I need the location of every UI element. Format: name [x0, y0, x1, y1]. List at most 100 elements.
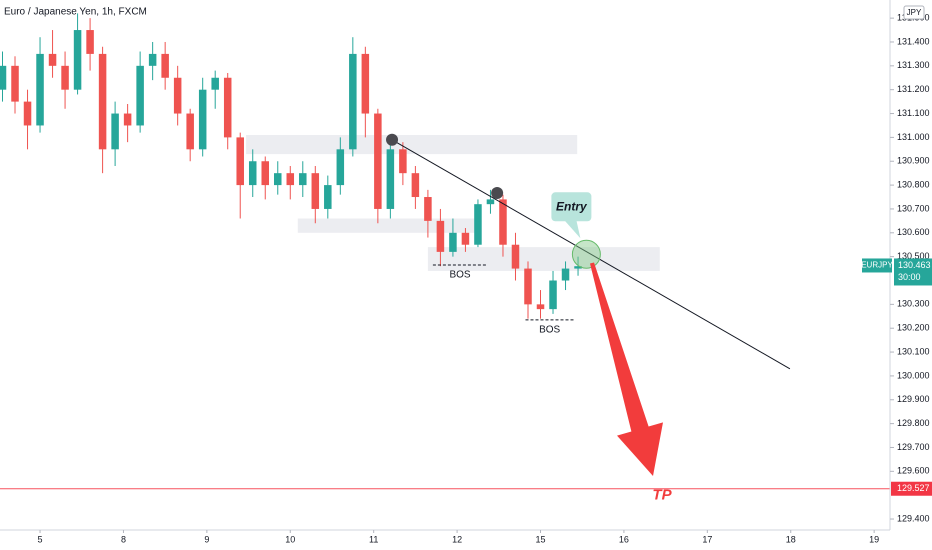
- candle-body: [536, 304, 545, 310]
- candle-body: [286, 173, 295, 186]
- candle-body: [23, 101, 32, 126]
- candle-body: [399, 149, 407, 174]
- entry-box: [551, 192, 592, 222]
- pivot-point: [386, 133, 399, 146]
- candle-body: [474, 204, 482, 245]
- candle-body: [86, 30, 94, 54]
- y-tick-label: 130.300: [897, 299, 930, 309]
- chart-title: Euro / Japanese Yen, 1h, FXCM: [4, 7, 147, 18]
- y-tick-label: 131.200: [897, 84, 930, 94]
- y-tick-label: 130.200: [897, 323, 930, 333]
- x-tick-label: 15: [535, 534, 545, 544]
- candle-body: [123, 113, 132, 126]
- symbol-label: EURJPY: [861, 261, 893, 270]
- candle-body: [248, 161, 257, 186]
- candle-body: [549, 280, 557, 310]
- y-tick-label: 130.000: [897, 370, 930, 380]
- candle-body: [324, 185, 332, 209]
- candle-body: [336, 149, 345, 186]
- y-tick-label: 129.600: [897, 466, 930, 476]
- candle-body: [561, 268, 570, 281]
- candle-body: [98, 53, 107, 150]
- bos-label: BOS: [449, 270, 470, 281]
- candle-body: [11, 65, 19, 102]
- x-tick-label: 12: [452, 534, 462, 544]
- candles: [0, 13, 582, 319]
- candle-body: [161, 53, 169, 78]
- last-price-tag: [894, 258, 932, 286]
- candle-body: [111, 113, 119, 150]
- candle-body: [211, 77, 219, 90]
- candle-body: [436, 220, 445, 252]
- candle-body: [274, 173, 282, 186]
- currency: JPY: [907, 8, 922, 17]
- y-tick-label: 129.900: [897, 394, 930, 404]
- candle-body: [524, 268, 532, 305]
- bos-label: BOS: [539, 325, 560, 336]
- candle-body: [36, 53, 44, 126]
- y-tick-label: 131.300: [897, 60, 930, 70]
- trendline: [391, 139, 791, 370]
- x-tick-label: 16: [619, 534, 629, 544]
- y-tick-label: 130.800: [897, 179, 930, 189]
- candle-body: [499, 199, 507, 245]
- candle-body: [361, 53, 370, 114]
- x-tick-label: 9: [204, 534, 209, 544]
- drawings: BOS BOS Entry TP: [0, 133, 890, 504]
- x-tick-label: 18: [786, 534, 796, 544]
- x-tick-label: 10: [285, 534, 295, 544]
- candle-body: [173, 77, 182, 114]
- x-tick-label: 5: [38, 534, 43, 544]
- y-tick-label: 129.800: [897, 418, 930, 428]
- y-tick-label: 131.400: [897, 36, 930, 46]
- x-tick-label: 19: [869, 534, 879, 544]
- candle-body: [236, 137, 244, 186]
- candle-body: [61, 65, 69, 90]
- candle-body: [349, 53, 357, 150]
- y-tick-label: 130.700: [897, 203, 930, 213]
- tp-price-tag: [891, 481, 932, 496]
- axes: 131.500131.400131.300131.200131.100131.0…: [38, 13, 932, 544]
- candle-body: [299, 173, 307, 186]
- entry-pointer: [564, 220, 581, 239]
- last-price: 130.463: [898, 260, 931, 270]
- y-tick-label: 129.400: [897, 513, 930, 523]
- candle-body: [449, 232, 457, 252]
- symbol-tag: [862, 258, 892, 273]
- y-tick-label: 131.000: [897, 132, 930, 142]
- candle-body: [486, 199, 495, 205]
- candle-body: [136, 65, 144, 126]
- entry-circle: [571, 239, 601, 269]
- time-axis: [0, 530, 890, 550]
- candle-body: [511, 244, 520, 269]
- candle-body: [0, 65, 7, 90]
- x-tick-label: 17: [702, 534, 712, 544]
- currency-box[interactable]: [903, 5, 925, 20]
- candle-body: [411, 173, 420, 198]
- x-tick-label: 8: [121, 534, 126, 544]
- y-tick-label: 130.100: [897, 346, 930, 356]
- supply-zone: [427, 247, 660, 271]
- candle-body: [424, 197, 432, 221]
- y-tick-label: 131.100: [897, 108, 930, 118]
- target-arrow: [590, 262, 663, 476]
- supply-zone: [297, 218, 481, 233]
- candle-body: [461, 232, 470, 245]
- x-tick-label: 11: [369, 534, 378, 544]
- candle-body: [186, 113, 194, 150]
- candle-body: [574, 266, 582, 269]
- entry-label: Entry: [556, 199, 588, 213]
- candle-body: [261, 161, 270, 186]
- candle-body: [223, 77, 232, 138]
- tp-label: TP: [652, 487, 672, 504]
- candle-body: [148, 53, 157, 66]
- candle-body: [311, 173, 320, 209]
- candle-body: [374, 113, 382, 209]
- candle-body: [386, 149, 395, 209]
- y-tick-label: 129.700: [897, 442, 930, 452]
- supply-zone: [246, 135, 578, 155]
- candle-body: [73, 30, 82, 90]
